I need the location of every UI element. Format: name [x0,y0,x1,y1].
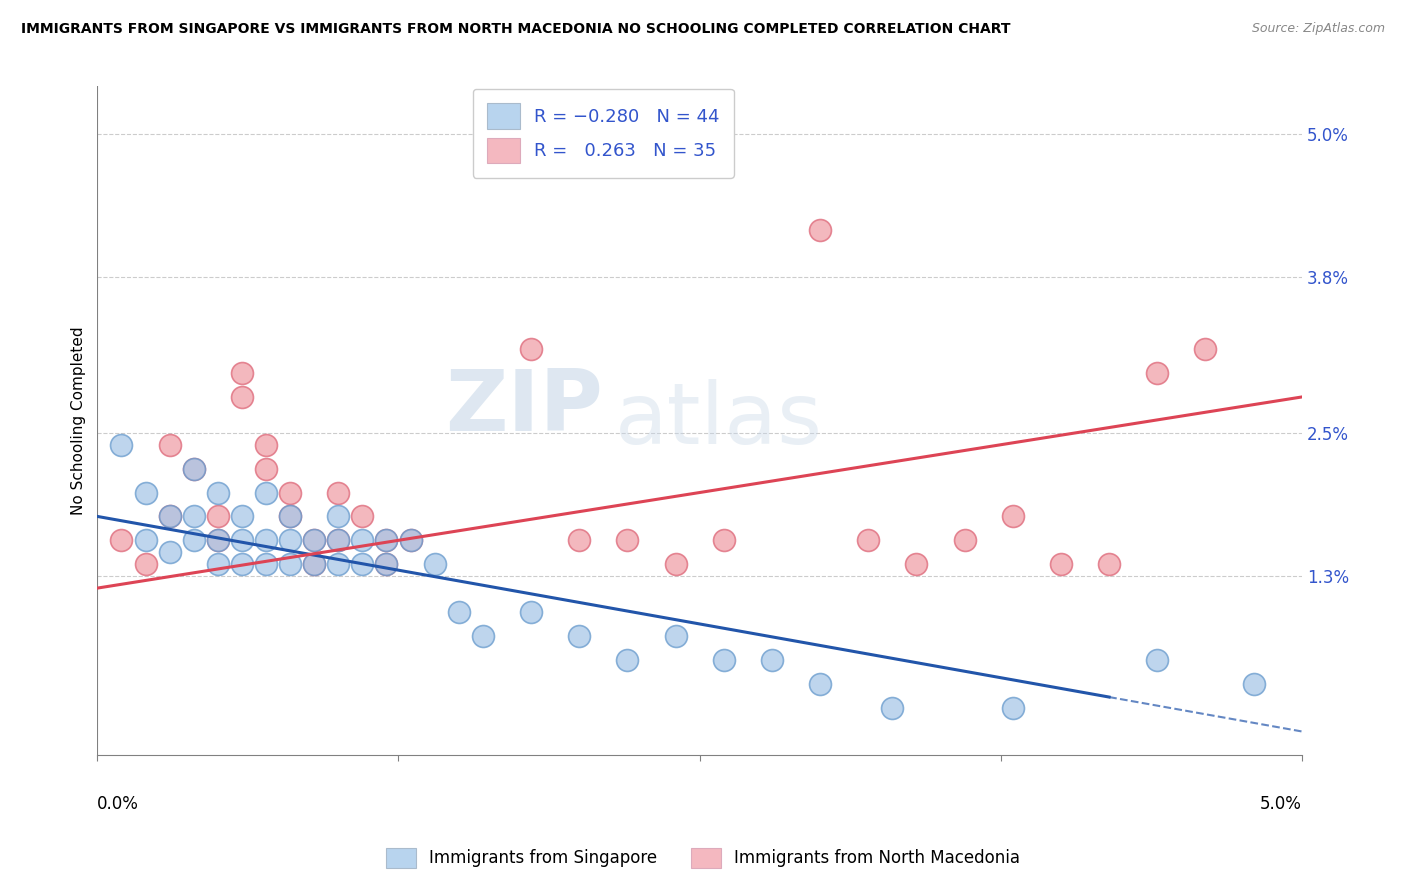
Point [159,509,181,524]
Point [858,533,880,548]
Point [1194,342,1216,356]
Point [231,509,253,524]
Point [1243,676,1265,690]
Legend: R = −0.280   N = 44, R =   0.263   N = 35: R = −0.280 N = 44, R = 0.263 N = 35 [472,88,734,178]
Point [328,533,350,548]
Point [808,676,831,690]
Point [568,533,591,548]
Point [183,461,205,475]
Point [207,558,229,572]
Point [159,509,181,524]
Point [520,342,543,356]
Point [375,533,398,548]
Text: Source: ZipAtlas.com: Source: ZipAtlas.com [1251,22,1385,36]
Point [183,533,205,548]
Point [278,533,301,548]
Point [159,545,181,559]
Point [302,533,325,548]
Point [110,533,132,548]
Point [254,533,277,548]
Point [328,485,350,500]
Point [882,700,904,714]
Point [278,509,301,524]
Point [135,558,157,572]
Point [231,390,253,404]
Point [352,533,374,548]
Point [135,485,157,500]
Point [399,533,422,548]
Point [231,558,253,572]
Text: atlas: atlas [616,379,824,462]
Point [110,438,132,452]
Point [616,533,638,548]
Point [159,438,181,452]
Point [302,558,325,572]
Point [207,533,229,548]
Point [423,558,446,572]
Point [207,485,229,500]
Point [905,558,928,572]
Point [302,533,325,548]
Point [278,509,301,524]
Point [664,629,686,643]
Point [254,461,277,475]
Point [328,533,350,548]
Point [231,533,253,548]
Point [231,366,253,380]
Point [520,605,543,619]
Point [953,533,976,548]
Point [207,509,229,524]
Point [183,509,205,524]
Point [375,558,398,572]
Point [713,653,735,667]
Text: 0.0%: 0.0% [97,796,139,814]
Point [713,533,735,548]
Point [447,605,470,619]
Text: IMMIGRANTS FROM SINGAPORE VS IMMIGRANTS FROM NORTH MACEDONIA NO SCHOOLING COMPLE: IMMIGRANTS FROM SINGAPORE VS IMMIGRANTS … [21,22,1011,37]
Point [278,485,301,500]
Point [399,533,422,548]
Point [471,629,494,643]
Point [761,653,783,667]
Point [328,509,350,524]
Point [1001,700,1024,714]
Y-axis label: No Schooling Completed: No Schooling Completed [72,326,86,516]
Point [302,558,325,572]
Point [328,558,350,572]
Point [375,558,398,572]
Point [254,438,277,452]
Text: 5.0%: 5.0% [1260,796,1302,814]
Point [1050,558,1073,572]
Point [183,461,205,475]
Point [207,533,229,548]
Point [568,629,591,643]
Point [135,533,157,548]
Point [1146,366,1168,380]
Point [278,558,301,572]
Point [664,558,686,572]
Point [1146,653,1168,667]
Legend: Immigrants from Singapore, Immigrants from North Macedonia: Immigrants from Singapore, Immigrants fr… [380,841,1026,875]
Point [352,558,374,572]
Point [1001,509,1024,524]
Point [616,653,638,667]
Text: ZIP: ZIP [446,366,603,449]
Point [254,558,277,572]
Point [352,509,374,524]
Point [375,533,398,548]
Point [254,485,277,500]
Point [1098,558,1121,572]
Point [808,223,831,237]
